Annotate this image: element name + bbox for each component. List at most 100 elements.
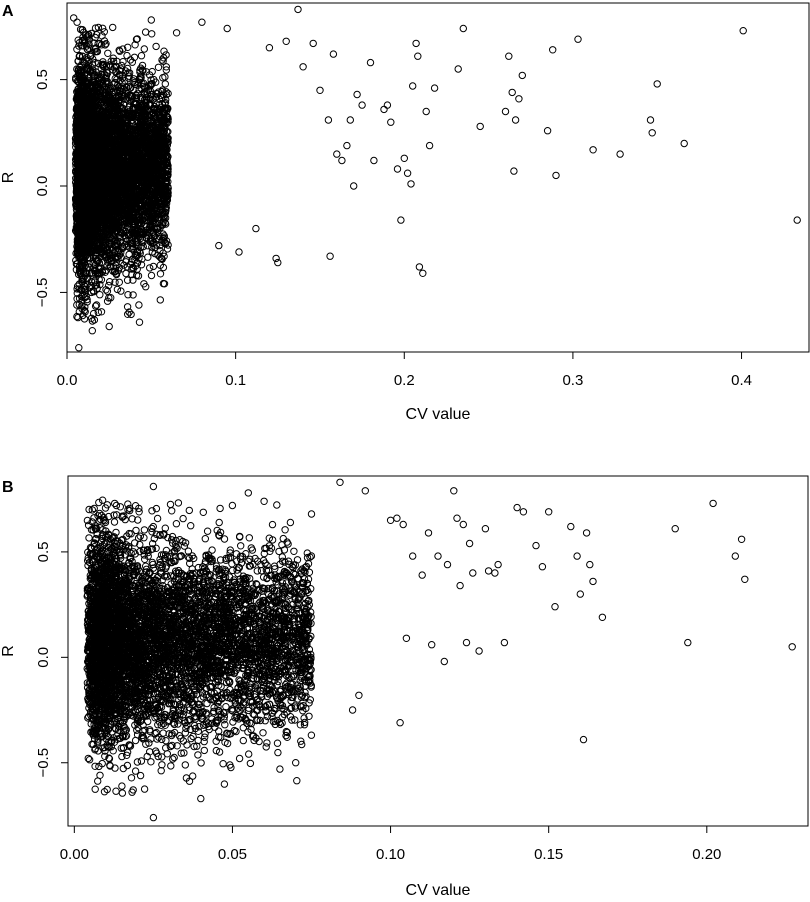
data-point: [159, 230, 167, 238]
data-point: [156, 241, 164, 250]
data-point: [148, 30, 156, 38]
data-point: [138, 61, 147, 70]
data-point: [98, 24, 107, 32]
data-point: [109, 23, 117, 32]
data-point: [80, 290, 89, 298]
data-point: [159, 57, 167, 65]
data-point: [96, 291, 104, 299]
data-point: [128, 58, 137, 66]
data-point: [73, 285, 81, 293]
data-point: [152, 42, 160, 51]
data-point: [144, 253, 152, 261]
data-point: [125, 308, 133, 316]
data-point: [108, 251, 117, 259]
data-point: [83, 298, 91, 306]
data-point: [144, 212, 152, 221]
x-tick-label: 0.0: [57, 372, 78, 389]
data-point: [147, 271, 156, 280]
data-point: [140, 45, 149, 53]
data-point: [91, 48, 99, 56]
data-point: [92, 301, 101, 309]
plot-frame: [66, 2, 810, 353]
data-point: [127, 310, 135, 319]
x-tick-label: 0.2: [394, 372, 415, 389]
data-point: [160, 54, 168, 62]
data-point: [80, 281, 88, 289]
data-point: [72, 215, 81, 223]
data-point: [106, 278, 114, 286]
data-point: [139, 216, 147, 224]
data-point: [80, 306, 89, 315]
data-point: [101, 136, 109, 144]
data-point: [111, 240, 119, 248]
data-point: [113, 285, 122, 294]
x-axis-title: CV value: [406, 406, 471, 423]
y-tick-label: 0.0: [34, 176, 51, 197]
data-point: [160, 91, 168, 99]
data-point: [152, 89, 161, 98]
x-tick-label: 0.4: [731, 372, 752, 389]
data-point: [149, 262, 158, 271]
data-point: [162, 91, 171, 99]
data-point: [124, 69, 132, 77]
data-point: [129, 291, 137, 299]
data-point: [112, 223, 121, 232]
data-point: [126, 56, 135, 64]
panel-label-a: A: [2, 3, 14, 20]
data-point: [135, 301, 143, 309]
data-point: [162, 63, 171, 71]
data-point: [137, 52, 146, 60]
data-point: [109, 54, 118, 62]
data-points: [70, 5, 801, 352]
data-point: [139, 117, 148, 125]
data-point: [75, 280, 84, 288]
data-point: [100, 28, 109, 36]
data-point: [117, 287, 125, 295]
data-point: [95, 230, 104, 238]
data-point: [97, 308, 106, 316]
data-point: [127, 125, 135, 134]
data-point: [164, 89, 172, 98]
data-point: [76, 255, 85, 263]
data-point: [122, 269, 130, 278]
data-point: [111, 78, 119, 87]
data-point: [162, 66, 171, 74]
data-point: [116, 231, 124, 239]
data-point: [104, 49, 112, 57]
data-point: [129, 276, 137, 284]
data-point: [124, 291, 132, 299]
data-point: [90, 231, 98, 239]
data-point: [123, 276, 132, 284]
data-point: [130, 53, 139, 61]
data-point: [131, 255, 139, 264]
data-point: [73, 301, 81, 309]
panel-a: A 0.0 0.1 0.2 0.3 0.4 −0.5 0.0 0.5 CV value R: [0, 2, 810, 423]
data-point: [124, 82, 133, 91]
data-point: [116, 87, 125, 96]
data-point: [146, 264, 154, 272]
data-point: [89, 309, 98, 318]
data-point: [119, 45, 127, 53]
data-point: [119, 58, 127, 66]
data-point: [156, 253, 164, 261]
data-point: [138, 236, 147, 244]
data-point: [161, 80, 170, 88]
data-point: [163, 245, 172, 253]
data-point: [102, 40, 110, 48]
data-point: [123, 51, 131, 60]
data-point: [138, 122, 146, 131]
data-point: [160, 280, 169, 288]
data-point: [89, 78, 98, 87]
data-point: [101, 41, 109, 49]
data-point: [159, 263, 168, 272]
y-axis-title: R: [0, 172, 17, 184]
data-point: [124, 310, 132, 318]
data-point: [91, 302, 100, 310]
data-point: [139, 67, 147, 75]
data-point: [140, 280, 148, 288]
data-point: [129, 263, 137, 271]
data-point: [117, 229, 126, 237]
data-point: [83, 82, 92, 90]
data-point: [115, 278, 124, 286]
